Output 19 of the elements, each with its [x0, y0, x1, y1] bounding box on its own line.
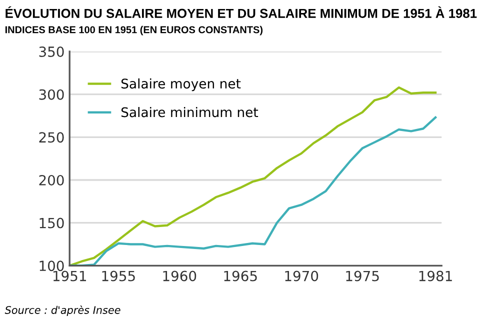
y-tick-label: 150 — [40, 218, 64, 228]
y-tick-label: 300 — [39, 89, 64, 100]
x-tick-label: 1970 — [285, 270, 318, 282]
x-tick-label: 1981 — [419, 270, 452, 282]
legend-label: Salaire moyen net — [121, 78, 241, 92]
line-series — [70, 116, 437, 266]
x-tick-label: 1960 — [163, 270, 196, 282]
y-tick-label: 100 — [40, 260, 64, 272]
x-tick-label: 1955 — [102, 270, 135, 282]
source-note: Source : d'après Insee — [4, 305, 120, 316]
x-tick-label: 1965 — [224, 270, 257, 282]
x-tick-label: 1975 — [346, 270, 379, 282]
y-tick-label: 250 — [39, 132, 64, 143]
y-tick-label: 200 — [39, 174, 64, 186]
chart-subtitle: INDICES BASE 100 EN 1951 (EN EUROS CONSTANTS) — [5, 26, 263, 36]
legend-label: Salaire minimum net — [121, 106, 258, 118]
chart-title: ÉVOLUTION DU SALAIRE MOYEN ET DU SALAIRE MINIMUM DE 1951 À 1981 — [6, 6, 477, 18]
x-tick-label: 1951 — [53, 270, 86, 282]
y-tick-label: 350 — [39, 46, 64, 57]
